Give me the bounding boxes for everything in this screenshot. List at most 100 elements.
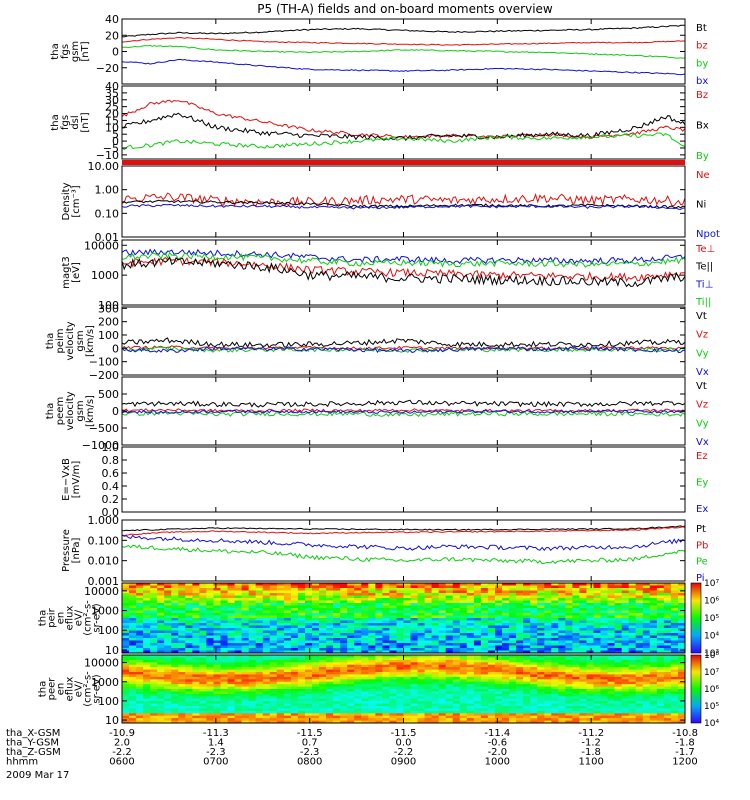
spectrogram-cell <box>143 659 151 663</box>
legend-label: Ez <box>696 451 708 462</box>
spectrogram-cell <box>452 667 461 671</box>
spectrogram-cell <box>530 583 538 587</box>
spectrogram-cell <box>424 590 433 594</box>
spectrogram-cell <box>572 633 580 637</box>
spectrogram-cell <box>368 620 376 624</box>
spectrogram-cell <box>248 638 257 642</box>
spectrogram-cell <box>129 618 137 622</box>
spectrogram-cell <box>396 600 405 604</box>
legend-label: Ey <box>696 478 708 489</box>
spectrogram-cell <box>234 659 243 663</box>
spectrogram-cell <box>607 585 616 589</box>
spectrogram-cell <box>382 590 390 594</box>
spectrogram-cell <box>396 672 405 675</box>
spectrogram-cell <box>185 605 193 609</box>
spectrogram-cell <box>213 640 222 644</box>
spectrogram-cell <box>368 585 376 589</box>
spectrogram-cell <box>424 681 433 685</box>
spectrogram-cell <box>157 590 165 594</box>
spectrogram-cell <box>678 696 685 700</box>
spectrogram-cell <box>495 585 503 589</box>
spectrogram-cell <box>248 691 257 695</box>
spectrogram-cell <box>403 600 412 604</box>
spectrogram-cell <box>445 650 454 653</box>
y-axis-label-line: dsl <box>70 115 81 129</box>
spectrogram-cell <box>248 679 257 683</box>
spectrogram-cell <box>558 684 566 688</box>
spectrogram-cell <box>340 595 348 599</box>
spectrogram-cell <box>410 633 419 637</box>
spectrogram-cell <box>656 645 665 649</box>
spectrogram-cell <box>192 657 200 661</box>
spectrogram-cell <box>227 684 236 688</box>
y-tick-label: 5 <box>112 128 119 141</box>
spectrogram-cell <box>607 633 616 637</box>
y-axis-label-peir_spectrogram: thapeirenefluxeV/(cm²-s-sr-eV) <box>38 600 103 636</box>
spectrogram-cell <box>143 630 151 634</box>
spectrogram-cell <box>305 657 313 661</box>
spectrogram-cell <box>220 585 229 589</box>
spectrogram-cell <box>368 674 376 678</box>
spectrogram-cell <box>593 676 602 680</box>
spectrogram-cell <box>347 659 355 663</box>
spectrogram-cell <box>129 674 137 678</box>
spectrogram-cell <box>206 659 214 663</box>
spectrogram-cell <box>530 713 538 717</box>
spectrogram-cell <box>234 633 243 637</box>
spectrogram-cell <box>319 595 327 599</box>
spectrogram-cell <box>628 684 637 688</box>
spectrogram-cell <box>312 630 320 634</box>
spectrogram-cell <box>255 595 264 599</box>
spectrogram-cell <box>607 635 616 639</box>
spectrogram-cell <box>354 681 362 685</box>
spectrogram-cell <box>473 720 482 723</box>
spectrogram-cell <box>579 664 587 668</box>
spectrogram-cell <box>459 681 468 685</box>
spectrogram-cell <box>417 583 426 587</box>
spectrogram-cell <box>297 662 306 666</box>
spectrogram-cell <box>600 669 609 673</box>
spectrogram-cell <box>621 645 630 649</box>
spectrogram-cell <box>530 638 538 642</box>
spectrogram-cell <box>129 691 137 695</box>
spectrogram-cell <box>347 605 355 609</box>
spectrogram-cell <box>396 689 405 692</box>
spectrogram-cell <box>347 706 355 709</box>
spectrogram-cell <box>354 720 362 723</box>
spectrogram-cell <box>389 638 397 642</box>
spectrogram-cell <box>150 598 158 602</box>
spectrogram-cell <box>649 657 658 661</box>
spectrogram-cell <box>305 623 313 627</box>
spectrogram-cell <box>565 691 573 695</box>
spectrogram-cell <box>206 708 214 712</box>
spectrogram-cell <box>586 603 595 607</box>
spectrogram-cell <box>319 610 327 614</box>
spectrogram-cell <box>635 662 644 666</box>
spectrogram-cell <box>347 628 355 632</box>
spectrogram-cell <box>509 588 517 592</box>
spectrogram-cell <box>248 715 257 719</box>
y-tick-label: 0.10 <box>95 207 120 220</box>
spectrogram-cell <box>579 672 587 675</box>
spectrogram-cell <box>642 710 651 714</box>
spectrogram-cell <box>572 650 580 653</box>
spectrogram-cell <box>347 676 355 680</box>
spectrogram-cell <box>403 676 412 680</box>
spectrogram-cell <box>361 679 369 683</box>
spectrogram-cell <box>572 718 580 722</box>
spectrogram-cell <box>459 701 468 705</box>
spectrogram-cell <box>459 645 468 649</box>
spectrogram-cell <box>614 618 623 622</box>
spectrogram-cell <box>586 630 595 634</box>
spectrogram-cell <box>319 657 327 661</box>
spectrogram-cell <box>670 620 679 624</box>
spectrogram-cell <box>276 662 285 666</box>
spectrogram-cell <box>297 603 306 607</box>
spectrogram-cell <box>635 598 644 602</box>
spectrogram-cell <box>347 662 355 666</box>
spectrogram-cell <box>241 608 250 612</box>
spectrogram-cell <box>635 585 644 589</box>
spectrogram-cell <box>199 686 207 690</box>
spectrogram-cell <box>530 640 538 644</box>
spectrogram-cell <box>593 681 602 685</box>
